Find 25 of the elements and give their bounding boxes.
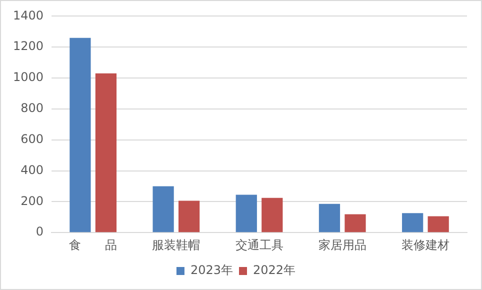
y-tick-label: 1200 [12,39,44,54]
y-tick-label: 200 [20,194,44,208]
y-tick-label: 600 [20,132,44,146]
bar [236,194,257,232]
x-tick-label: 装修建材 [401,238,450,252]
y-tick-label: 400 [20,162,44,177]
bar [95,73,117,232]
legend-label: 2023年 [190,263,234,278]
bar [262,198,283,232]
bar [70,38,91,232]
x-tick-label: 服装鞋帽 [152,238,200,252]
bar [402,213,424,232]
y-tick-label: 800 [20,101,44,116]
x-tick-label: 食 品 [69,238,118,252]
bar [178,200,200,232]
bar [318,204,340,232]
y-tick-label: 1000 [12,70,44,84]
y-tick-label: 1400 [12,8,44,22]
legend-label: 2022年 [253,263,296,278]
bar [344,214,366,232]
bar [428,216,449,232]
x-tick-label: 交通工具 [235,238,284,252]
x-tick-label: 家居用品 [318,238,366,252]
y-tick-label: 0 [36,224,44,239]
bar [152,186,174,232]
